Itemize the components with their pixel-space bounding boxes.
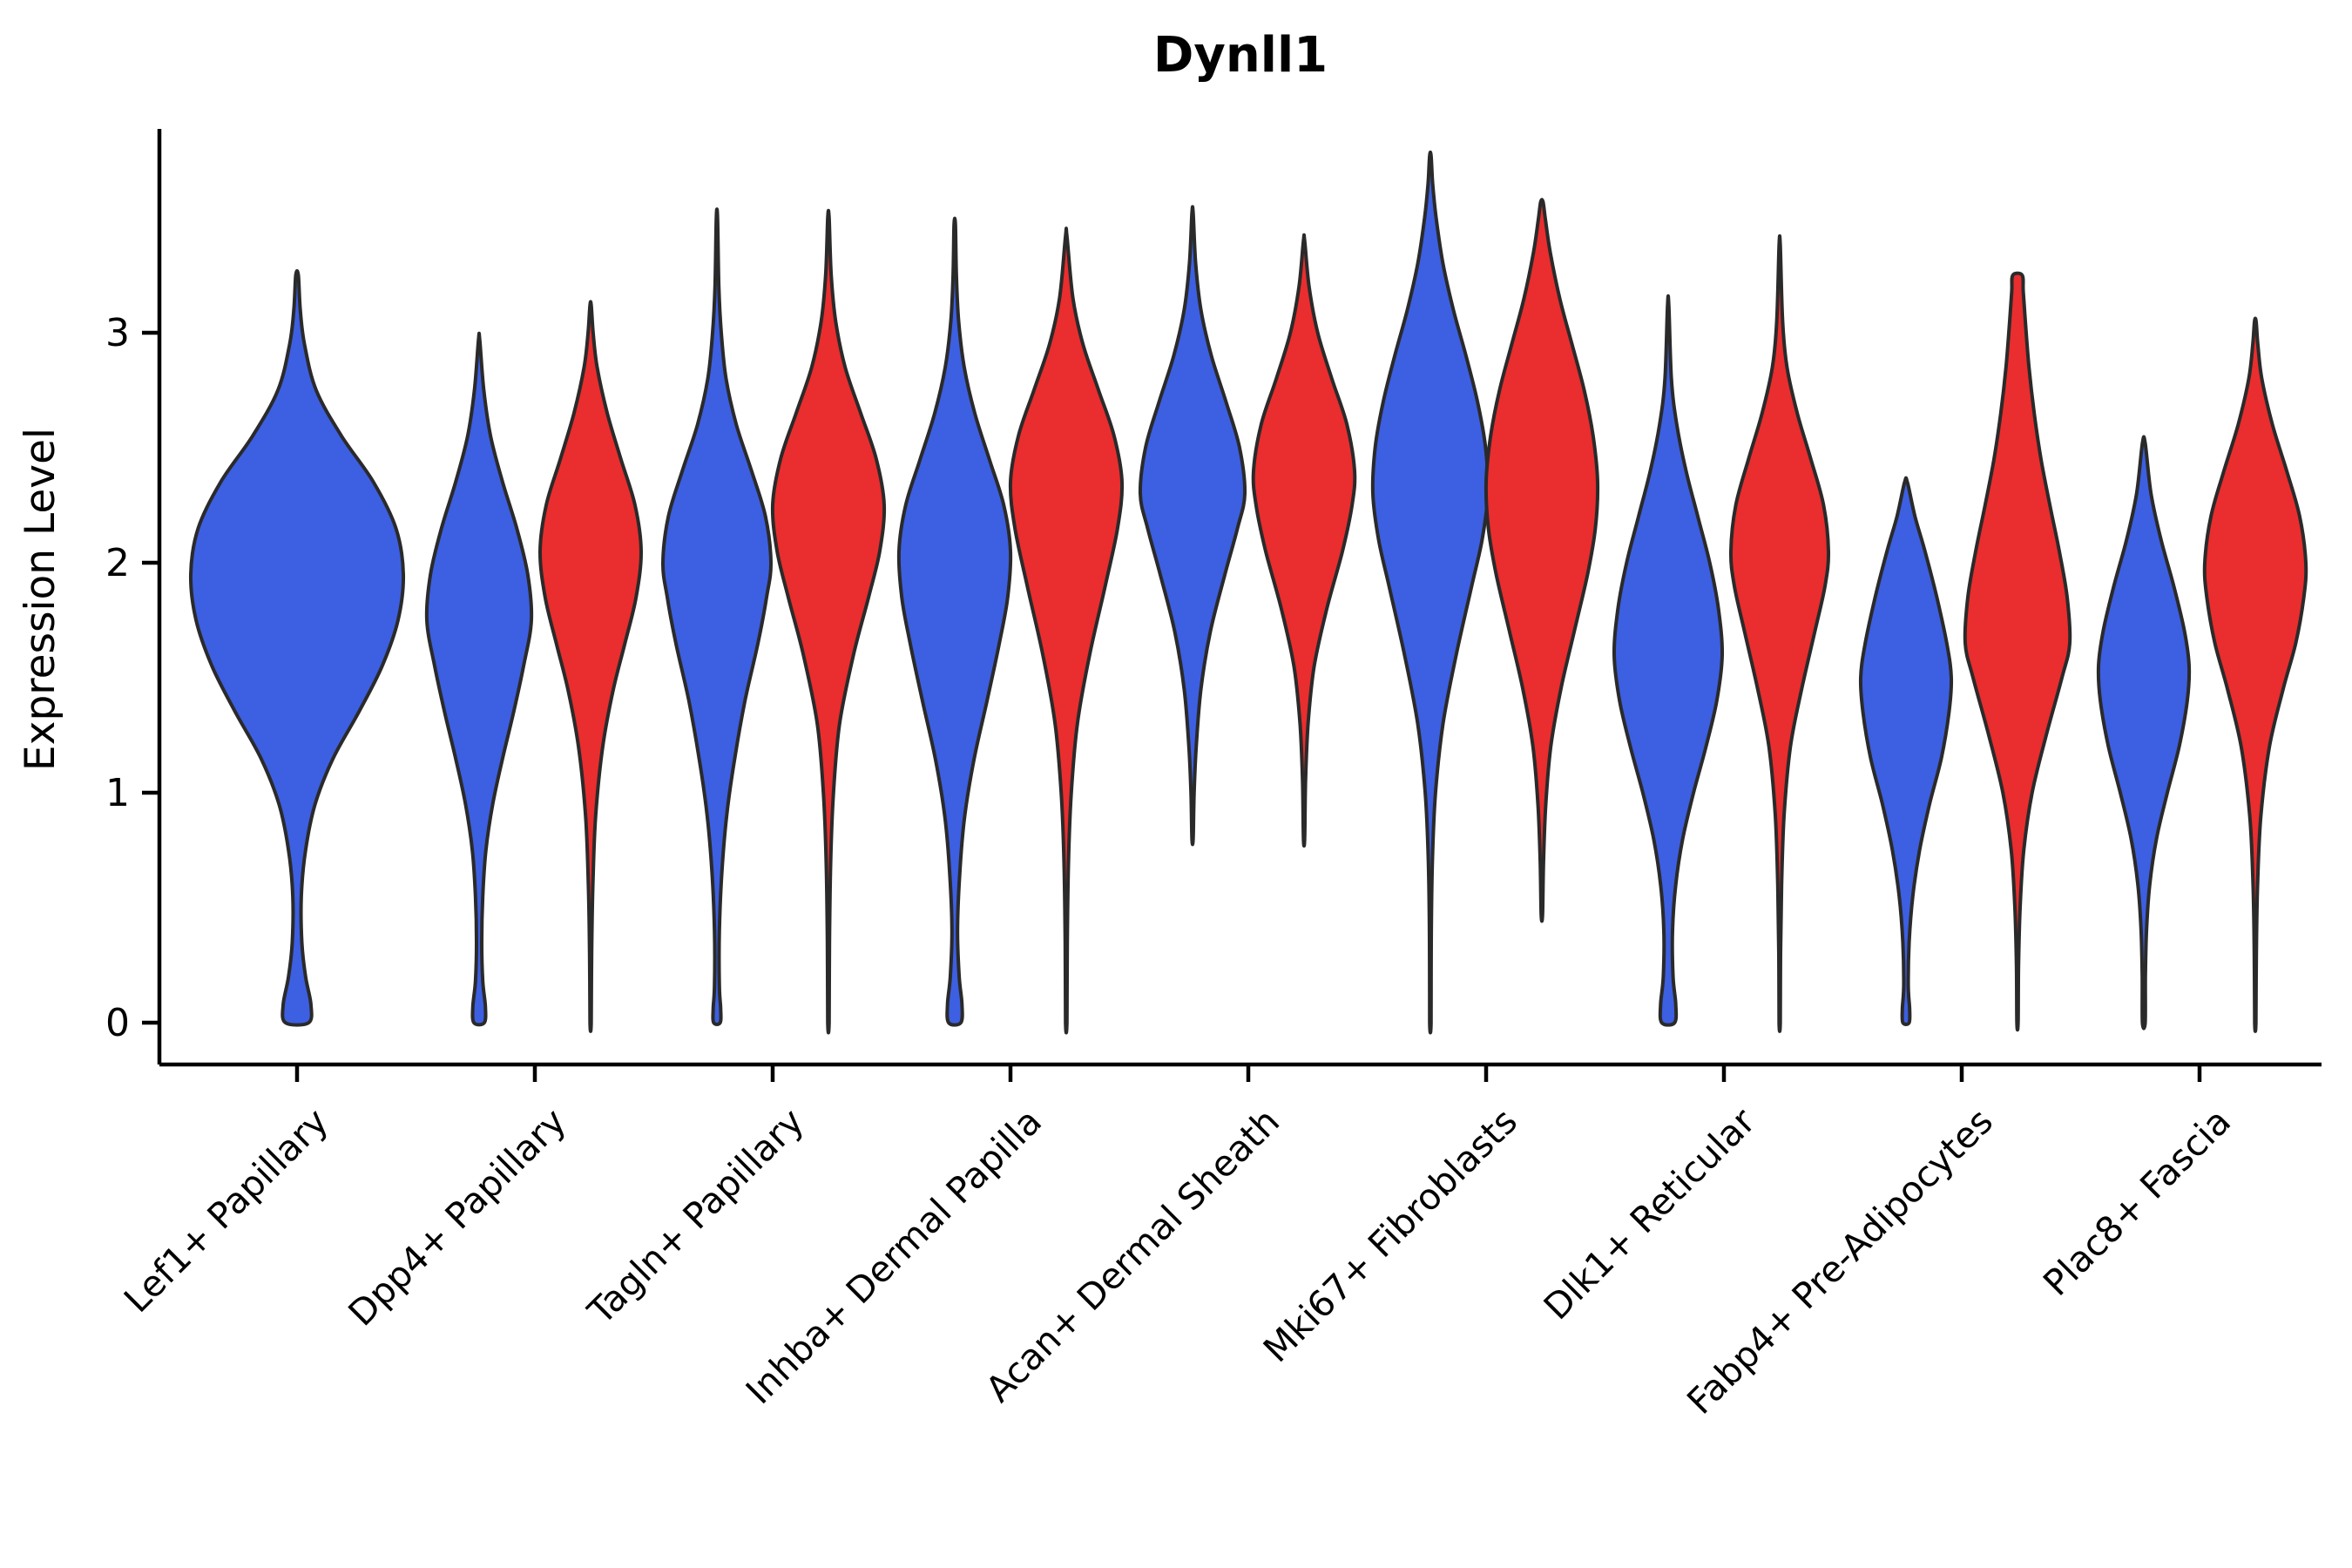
x-tick-label: Plac8+ Fascia xyxy=(2035,1100,2239,1304)
violin-acan-group-blue xyxy=(1138,205,1247,847)
y-tick-label: 2 xyxy=(105,541,130,585)
x-tick-label: Mki67+ Fibroblasts xyxy=(1255,1100,1525,1370)
violin-lef1-group-blue xyxy=(188,269,406,1027)
chart-title: Dynll1 xyxy=(1153,27,1328,84)
violin-plac8-group-red xyxy=(2202,316,2308,1033)
violin-dpp4-group-blue xyxy=(424,331,534,1027)
y-axis-label: Expression Level xyxy=(17,428,64,771)
y-tick-label: 3 xyxy=(105,311,130,355)
violin-dlk1-group-red xyxy=(1728,233,1831,1033)
violin-tagln-group-blue xyxy=(660,207,774,1026)
violin-mki67-group-blue xyxy=(1370,150,1490,1035)
axes-group xyxy=(142,129,2322,1082)
violin-fabp4-group-red xyxy=(1963,271,2072,1032)
violin-tagln-group-red xyxy=(770,208,887,1035)
x-tick-label: Lef1+ Papillary xyxy=(116,1100,336,1321)
violin-fabp4-group-blue xyxy=(1858,476,1954,1026)
y-tick-label: 1 xyxy=(105,771,130,815)
violin-dpp4-group-red xyxy=(537,300,644,1033)
x-tick-label: Dlk1+ Reticular xyxy=(1536,1100,1763,1328)
violin-dlk1-group-blue xyxy=(1612,294,1725,1027)
x-tick-label: Tagln+ Papillary xyxy=(579,1100,812,1333)
x-tick-label: Dpp4+ Papillary xyxy=(341,1100,574,1334)
violin-mki67-group-red xyxy=(1484,198,1600,923)
violin-inhba-group-red xyxy=(1008,226,1125,1035)
violin-acan-group-red xyxy=(1251,233,1357,848)
violin-inhba-group-blue xyxy=(896,216,1013,1027)
violins-group xyxy=(188,150,2308,1035)
y-tick-label: 0 xyxy=(105,1001,130,1045)
violin-plac8-group-blue xyxy=(2096,435,2192,1031)
